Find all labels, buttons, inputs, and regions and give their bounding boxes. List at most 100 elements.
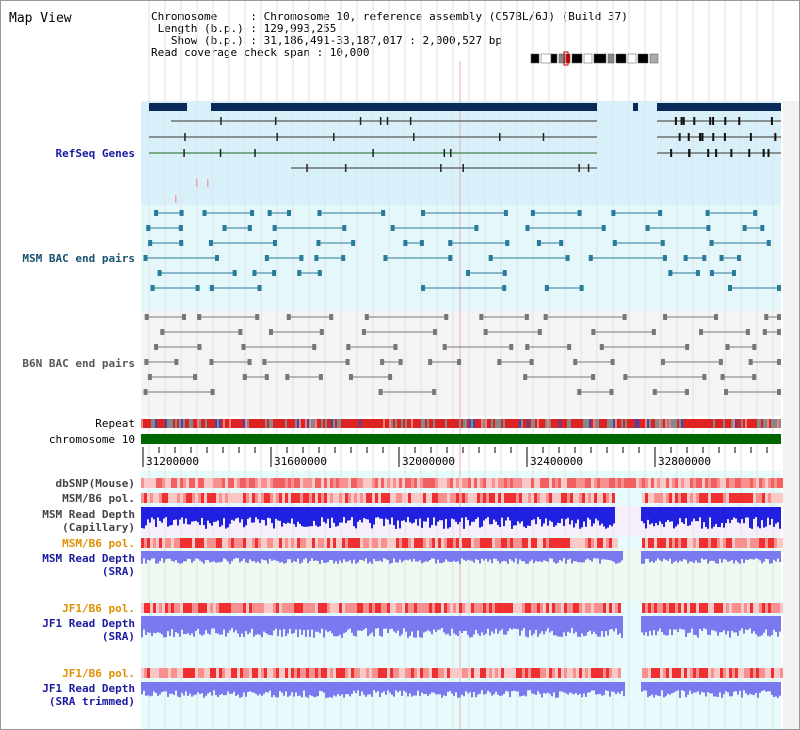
read-depth-bar <box>185 682 187 692</box>
polymorphism-bar <box>213 668 216 678</box>
polymorphism-bar <box>510 493 513 503</box>
read-depth-bar <box>365 551 367 559</box>
polymorphism-bar <box>330 668 333 678</box>
polymorphism-bar <box>477 668 480 678</box>
polymorphism-bar <box>441 493 444 503</box>
polymorphism-bar <box>486 668 489 678</box>
read-depth-bar <box>153 616 155 633</box>
repeat-segment <box>627 419 629 428</box>
polymorphism-bar <box>588 603 591 613</box>
polymorphism-bar <box>495 478 498 488</box>
polymorphism-bar <box>609 478 612 488</box>
polymorphism-bar <box>477 493 480 503</box>
repeat-segment <box>743 419 745 428</box>
polymorphism-bar <box>186 493 189 503</box>
polymorphism-bar <box>465 668 468 678</box>
polymorphism-bar <box>690 668 693 678</box>
repeat-segment <box>383 419 385 428</box>
read-depth-bar <box>583 507 585 522</box>
polymorphism-bar <box>339 603 342 613</box>
read-depth-bar <box>143 682 145 691</box>
polymorphism-bar <box>315 493 318 503</box>
polymorphism-bar <box>594 478 597 488</box>
repeat-segment <box>147 419 149 428</box>
repeat-segment <box>219 419 221 428</box>
polymorphism-bar <box>558 668 561 678</box>
repeat-segment <box>741 419 743 428</box>
read-depth-bar <box>311 616 313 630</box>
msm-bac-end <box>466 270 471 276</box>
polymorphism-bar <box>405 493 408 503</box>
read-depth-bar <box>549 551 551 559</box>
b6n-bac-end <box>752 344 757 350</box>
polymorphism-bar <box>255 493 258 503</box>
read-depth-bar <box>305 507 307 527</box>
polymorphism-bar <box>246 603 249 613</box>
msm-bac-end <box>448 240 453 246</box>
read-depth-bar <box>447 682 449 692</box>
read-depth-bar <box>249 551 251 560</box>
polymorphism-bar <box>207 538 210 548</box>
read-depth-bar <box>561 616 563 637</box>
read-depth-bar <box>303 616 305 631</box>
polymorphism-bar <box>471 478 474 488</box>
read-depth-bar <box>157 507 159 518</box>
read-depth-bar <box>613 507 615 524</box>
read-depth-bar <box>485 507 487 519</box>
read-depth-bar <box>267 551 269 564</box>
read-depth-bar <box>431 507 433 526</box>
polymorphism-bar <box>708 668 711 678</box>
read-depth-bar <box>593 682 595 691</box>
read-depth-bar <box>295 616 297 630</box>
read-depth-bar <box>147 616 149 633</box>
read-depth-bar <box>611 682 613 692</box>
read-depth-bar <box>451 551 453 562</box>
read-depth-bar <box>437 682 439 695</box>
read-depth-bar <box>551 507 553 522</box>
polymorphism-bar <box>285 493 288 503</box>
read-depth-bar <box>451 507 453 519</box>
polymorphism-bar <box>504 603 507 613</box>
read-depth-bar <box>517 507 519 522</box>
read-depth-bar <box>287 551 289 560</box>
read-depth-bar <box>543 616 545 635</box>
read-depth-bar <box>615 682 617 695</box>
polymorphism-bar <box>477 478 480 488</box>
read-depth-bar <box>533 507 535 520</box>
read-depth-bar <box>721 682 723 698</box>
polymorphism-bar <box>474 668 477 678</box>
repeat-segment <box>547 419 549 428</box>
polymorphism-bar <box>768 668 771 678</box>
polymorphism-bar <box>522 493 525 503</box>
repeat-segment <box>481 419 483 428</box>
read-depth-bar <box>747 682 749 696</box>
polymorphism-bar <box>543 668 546 678</box>
exon <box>333 133 335 141</box>
repeat-segment <box>643 419 645 428</box>
polymorphism-bar <box>537 538 540 548</box>
repeat-segment <box>729 419 731 428</box>
read-depth-bar <box>525 507 527 528</box>
read-depth-bar <box>223 551 225 559</box>
repeat-segment <box>447 419 449 428</box>
polymorphism-bar <box>201 493 204 503</box>
repeat-segment <box>423 419 425 428</box>
polymorphism-bar <box>765 603 768 613</box>
polymorphism-bar <box>525 668 528 678</box>
polymorphism-bar <box>360 668 363 678</box>
polymorphism-bar <box>267 538 270 548</box>
polymorphism-bar <box>297 668 300 678</box>
read-depth-bar <box>199 551 201 561</box>
read-depth-bar <box>351 616 353 633</box>
msm-bac-end <box>565 255 570 261</box>
read-depth-bar <box>401 551 403 563</box>
read-depth-bar <box>211 551 213 562</box>
repeat-segment <box>623 419 625 428</box>
polymorphism-bar <box>612 478 615 488</box>
read-depth-bar <box>475 507 477 520</box>
polymorphism-bar <box>264 603 267 613</box>
polymorphism-bar <box>753 478 756 488</box>
read-depth-bar <box>559 616 561 637</box>
read-depth-bar <box>489 682 491 693</box>
